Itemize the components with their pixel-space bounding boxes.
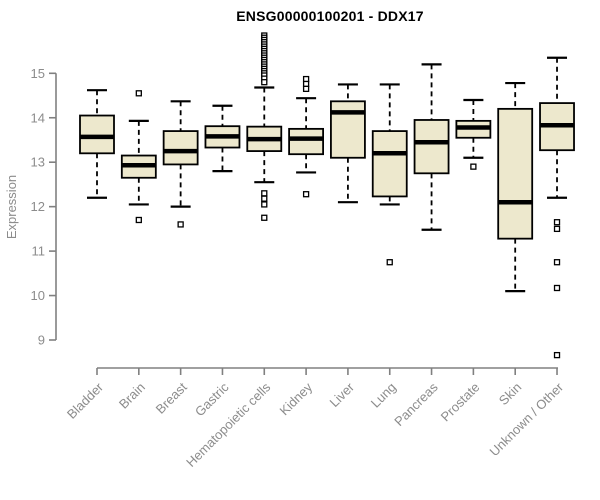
outlier-brain [135, 90, 142, 97]
outlier-unknown-other [553, 351, 561, 359]
outlier-hematopoietic-cells [261, 79, 268, 86]
x-tick-label-gastric: Gastric [192, 379, 232, 419]
x-tick-label-brain: Brain [116, 380, 148, 412]
outlier-kidney [302, 191, 310, 198]
outlier-unknown-other [553, 259, 561, 266]
y-axis-title: Expression [4, 174, 19, 240]
x-tick-label-breast: Breast [153, 379, 190, 416]
box-gastric [204, 104, 241, 173]
box-breast [162, 100, 199, 228]
outlier-lung [386, 259, 393, 266]
outlier-unknown-other [553, 284, 561, 292]
outlier-hematopoietic-cells [261, 190, 268, 197]
y-tick-label-11: 11 [32, 244, 46, 259]
iqr-box-pancreas [413, 119, 450, 175]
iqr-box-kidney [288, 127, 325, 156]
iqr-box-liver [330, 100, 366, 159]
outlier-unknown-other [553, 225, 561, 233]
outlier-unknown-other [553, 219, 561, 226]
y-tick-label-13: 13 [31, 155, 45, 170]
y-tick-label-9: 9 [38, 333, 45, 348]
box-lung [371, 83, 408, 266]
iqr-box-skin [497, 107, 534, 240]
iqr-box-lung [371, 130, 408, 198]
outlier-prostate [470, 163, 477, 170]
iqr-box-breast [162, 130, 199, 166]
x-tick-label-unknown-other: Unknown / Other [487, 379, 567, 459]
x-tick-label-prostate: Prostate [438, 380, 483, 425]
outlier-hematopoietic-cells [261, 195, 268, 202]
box-pancreas [413, 63, 450, 231]
outlier-hematopoietic-cells [261, 214, 268, 221]
box-hematopoietic-cells [246, 32, 283, 221]
x-tick-label-bladder: Bladder [64, 379, 107, 422]
chart-title: ENSG00000100201 - DDX17 [236, 8, 424, 24]
outlier-hematopoietic-cells [261, 201, 268, 208]
y-tick-label-10: 10 [31, 288, 45, 303]
x-tick-label-lung: Lung [368, 380, 399, 411]
box-prostate [455, 98, 492, 170]
box-unknown-other [539, 56, 575, 359]
y-tick-label-12: 12 [31, 199, 45, 214]
iqr-box-bladder [79, 114, 115, 155]
x-tick-label-skin: Skin [496, 380, 524, 408]
box-skin [497, 81, 534, 293]
box-bladder [79, 89, 115, 199]
x-tick-label-kidney: Kidney [277, 379, 316, 418]
outlier-breast [177, 221, 184, 228]
box-kidney [288, 75, 325, 198]
y-tick-label-15: 15 [31, 66, 45, 81]
x-tick-label-liver: Liver [327, 379, 358, 410]
outlier-kidney [302, 85, 310, 93]
box-liver [330, 83, 366, 204]
box-brain [120, 90, 157, 224]
outlier-brain [135, 216, 142, 224]
y-tick-label-14: 14 [31, 110, 45, 125]
x-tick-label-pancreas: Pancreas [391, 379, 441, 429]
